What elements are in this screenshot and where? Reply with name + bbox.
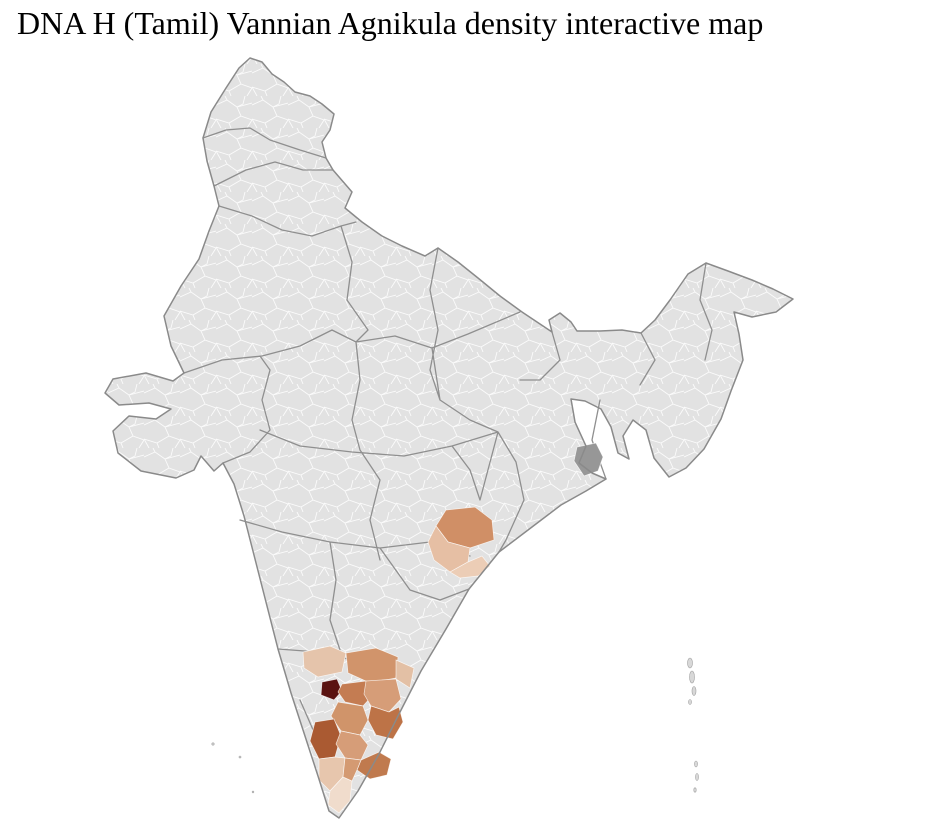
- district-region[interactable]: [449, 555, 491, 579]
- island: [238, 755, 242, 759]
- island: [694, 760, 698, 768]
- district-region[interactable]: [320, 678, 343, 701]
- island: [687, 657, 693, 669]
- district-region[interactable]: [342, 757, 362, 782]
- island: [251, 790, 255, 794]
- island: [693, 787, 697, 793]
- district-region[interactable]: [573, 442, 604, 477]
- density-regions: [302, 442, 604, 814]
- india-outline: [104, 57, 794, 819]
- district-region[interactable]: [395, 659, 415, 689]
- district-region[interactable]: [302, 645, 347, 678]
- island: [695, 773, 699, 781]
- islands: [211, 657, 699, 794]
- island: [691, 686, 697, 696]
- district-region[interactable]: [367, 705, 404, 740]
- island: [689, 670, 695, 684]
- island: [211, 742, 215, 746]
- island: [688, 699, 692, 705]
- district-borders-mesh: [105, 58, 793, 818]
- page-title: DNA H (Tamil) Vannian Agnikula density i…: [17, 5, 764, 41]
